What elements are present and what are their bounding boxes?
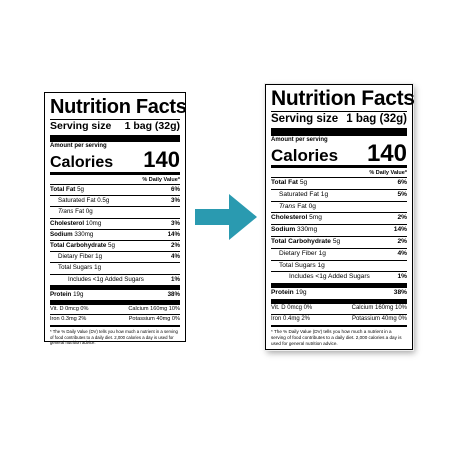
nutrient-row: Trans Fat 0g [50,206,180,217]
nutrient-row: Dietary Fiber 1g 4% [50,251,180,262]
calories-row: Calories 140 [271,140,407,167]
nutrition-label-original: Nutrition Facts Serving size 1 bag (32g)… [44,92,187,345]
vitamin-row: Vit. D 0mcg 0% Calcium 160mg 10% [271,304,407,311]
label-title: Nutrition Facts [50,96,187,118]
nutrient-row: Total Carbohydrate 5g 2% [271,235,407,248]
arrow-right-icon [195,194,257,240]
vitamin-row: Iron 0.4mg 2% Potassium 40mg 0% [271,313,407,325]
nutrient-row: Saturated Fat 0.5g 3% [50,195,180,206]
nutrient-row: Trans Fat 0g [271,200,407,213]
daily-value-header: % Daily Value* [142,177,180,183]
vitamin-row: Vit. D 0mcg 0% Calcium 160mg 10% [50,306,180,313]
footnote: * The % Daily Value (DV) tells you how m… [271,329,402,347]
nutrient-row: Sodium 330mg 14% [50,228,180,240]
nutrient-row: Includes <1g Added Sugars 1% [50,273,180,285]
nutrient-row: Total Sugars 1g [50,262,180,273]
nutrient-row: Saturated Fat 1g 5% [271,188,407,201]
nutrient-row: Total Fat 5g 6% [50,184,180,195]
nutrient-row: Includes <1g Added Sugars 1% [271,271,407,283]
nutrient-row: Protein 19g 38% [271,289,407,297]
calories-row: Calories 140 [50,147,180,172]
nutrient-row: Cholesterol 5mg 2% [271,212,407,224]
amount-per-serving: Amount per serving [271,137,328,143]
nutrient-row: Total Carbohydrate 5g 2% [50,240,180,251]
vitamin-row: Iron 0.3mg 2% Potassium 40mg 0% [50,314,180,323]
nutrient-row: Dietary Fiber 1g 4% [271,247,407,260]
footnote: * The % Daily Value (DV) tells you how m… [50,329,178,346]
serving-size-row: Serving size 1 bag (32g) [271,113,407,125]
nutrition-label-updated: Nutrition Facts Serving size 1 bag (32g)… [265,84,415,350]
nutrient-row: Sodium 330mg 14% [271,224,407,236]
nutrient-row: Cholesterol 10mg 3% [50,217,180,229]
label-title: Nutrition Facts [271,87,415,110]
nutrient-row: Protein 19g 38% [50,290,180,298]
nutrient-row: Total Fat 5g 6% [271,177,407,189]
serving-size-row: Serving size 1 bag (32g) [50,120,180,132]
nutrient-row: Total Sugars 1g [271,259,407,272]
daily-value-header: % Daily Value* [369,170,407,176]
amount-per-serving: Amount per serving [50,143,107,149]
